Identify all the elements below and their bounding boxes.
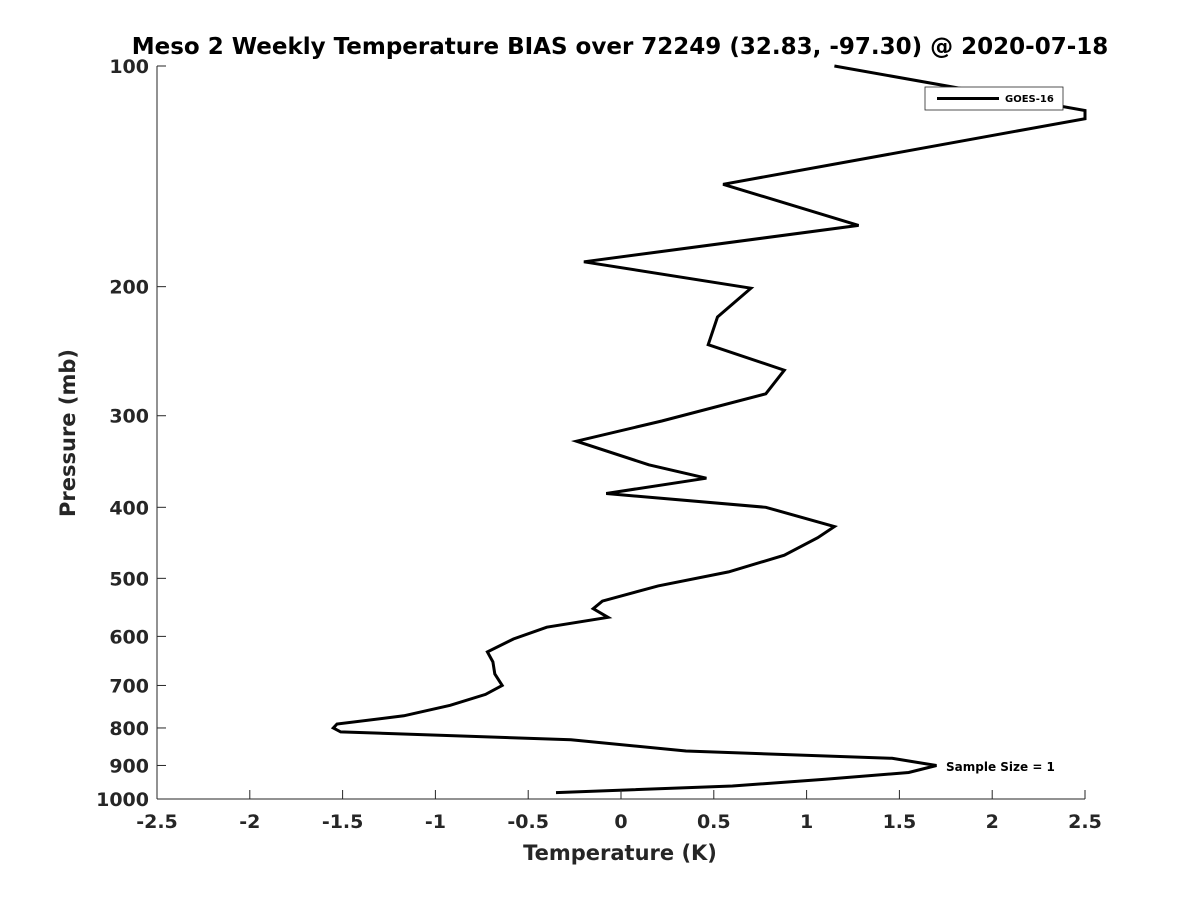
y-tick-label: 500 [109,568,149,590]
y-axis-label: Pressure (mb) [56,349,80,517]
x-tick-label: 0 [614,811,627,833]
x-tick-label: -0.5 [507,811,549,833]
x-tick-label: 1 [800,811,813,833]
y-tick-label: 100 [109,56,149,78]
x-tick-label: -1 [425,811,446,833]
y-axis-ticks: 100 200 300 400 500 600 700 800 900 1000 [96,56,166,811]
x-axis-label: Temperature (K) [523,841,717,865]
y-tick-label: 600 [109,626,149,648]
series-line-goes-16 [330,64,1087,795]
x-tick-label: -2 [239,811,260,833]
x-axis-ticks: -2.5 -2 -1.5 -1 -0.5 0 0.5 1 1.5 2 2.5 [136,790,1102,833]
y-tick-label: 400 [109,497,149,519]
x-tick-label: -2.5 [136,811,178,833]
x-tick-label: 2 [986,811,999,833]
y-tick-label: 800 [109,718,149,740]
x-tick-label: -1.5 [322,811,364,833]
series-layer [330,64,1087,795]
x-tick-label: 0.5 [697,811,731,833]
x-tick-label: 2.5 [1068,811,1102,833]
y-tick-label: 900 [109,755,149,777]
sample-size-annotation: Sample Size = 1 [946,760,1055,774]
y-tick-label: 700 [109,675,149,697]
legend: GOES-16 [924,86,1064,111]
y-tick-label: 1000 [96,789,149,811]
y-tick-label: 200 [109,277,149,299]
legend-label-goes16: GOES-16 [1005,94,1054,105]
y-tick-label: 300 [109,406,149,428]
x-tick-label: 1.5 [883,811,917,833]
chart-title: Meso 2 Weekly Temperature BIAS over 7224… [132,34,1109,60]
